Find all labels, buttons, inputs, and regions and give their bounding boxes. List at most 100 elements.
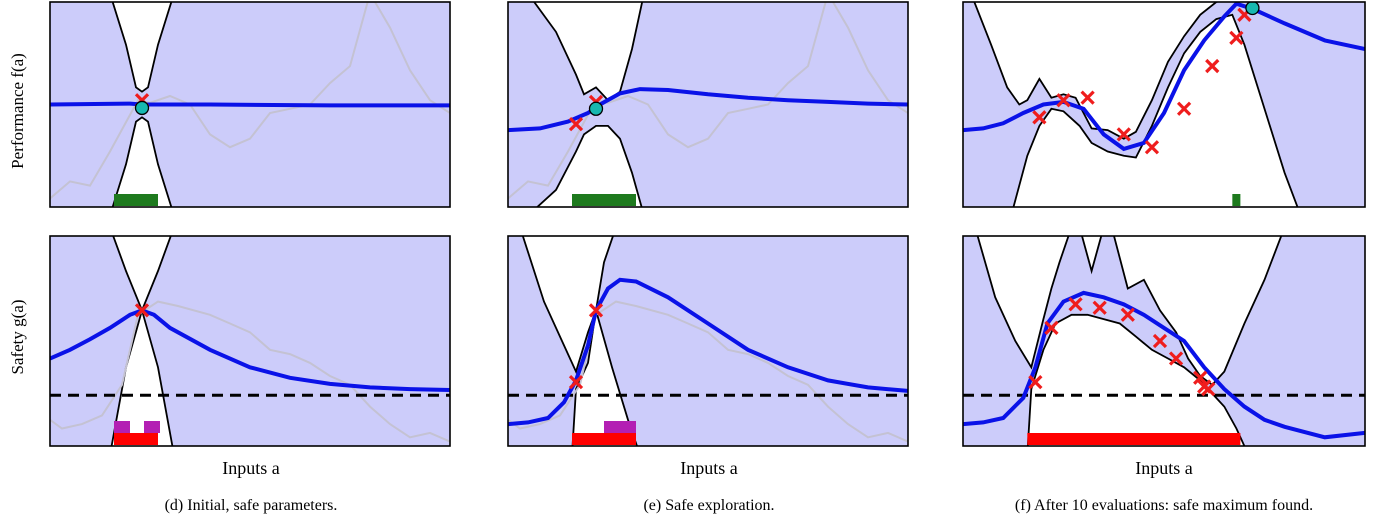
axes-frame bbox=[507, 235, 909, 447]
plot-area bbox=[50, 236, 450, 446]
observation-stroke bbox=[1068, 297, 1083, 312]
plot-area bbox=[508, 2, 908, 207]
xlabel-f: Inputs a bbox=[1135, 458, 1193, 478]
observation-stroke bbox=[1120, 307, 1135, 322]
observation-stroke bbox=[1080, 90, 1095, 105]
observation-marker bbox=[1032, 110, 1047, 125]
panel-d-safety bbox=[49, 235, 451, 447]
observation-stroke bbox=[1176, 101, 1192, 116]
safe-set-bar bbox=[1027, 433, 1241, 445]
true-function-line bbox=[50, 300, 450, 443]
true-function-line bbox=[508, 300, 908, 443]
band-upper-bound bbox=[976, 236, 1283, 387]
observation-marker bbox=[1068, 297, 1083, 312]
observation-stroke bbox=[1116, 127, 1131, 142]
observation-marker bbox=[568, 117, 584, 132]
confidence-band bbox=[508, 236, 908, 446]
observation-marker bbox=[134, 303, 150, 318]
confidence-band bbox=[963, 2, 1365, 207]
observation-marker bbox=[568, 374, 584, 390]
observation-marker bbox=[1056, 93, 1071, 108]
current-best-marker bbox=[134, 100, 150, 116]
expander-bar bbox=[144, 421, 160, 433]
panel-e-safety bbox=[507, 235, 909, 447]
plot-area bbox=[963, 236, 1365, 446]
observation-stroke bbox=[1168, 351, 1184, 366]
panel-e-performance bbox=[507, 1, 909, 208]
xlabel-d: Inputs a bbox=[222, 458, 280, 478]
band-upper-bound bbox=[111, 2, 173, 93]
axes-frame bbox=[49, 1, 451, 208]
observation-stroke bbox=[568, 374, 584, 390]
row-label-safety: Safety g(a) bbox=[8, 299, 27, 374]
true-function-line bbox=[50, 2, 450, 200]
observation-stroke bbox=[1201, 381, 1216, 397]
safe-set-bar bbox=[572, 433, 636, 445]
posterior-mean-line bbox=[50, 308, 450, 392]
safe-set-bar bbox=[114, 433, 158, 445]
safe-set-bar bbox=[572, 194, 636, 206]
observation-stroke bbox=[1056, 93, 1071, 108]
observation-marker bbox=[1152, 333, 1168, 349]
current-best-marker bbox=[1245, 2, 1260, 16]
observation-stroke bbox=[1092, 300, 1107, 315]
observation-marker bbox=[1092, 300, 1107, 315]
posterior-mean-line bbox=[50, 101, 450, 108]
panels bbox=[49, 1, 1366, 447]
observation-marker bbox=[1116, 127, 1131, 142]
observation-stroke bbox=[1152, 333, 1168, 349]
caption-d: (d) Initial, safe parameters. bbox=[165, 497, 338, 514]
observation-marker bbox=[1176, 101, 1192, 116]
observation-marker bbox=[588, 303, 604, 318]
observation-marker bbox=[1168, 351, 1184, 366]
observation-marker bbox=[1080, 90, 1095, 105]
band-lower-bound bbox=[1026, 313, 1246, 446]
panel-d-performance bbox=[49, 1, 451, 208]
caption-f: (f) After 10 evaluations: safe maximum f… bbox=[1015, 497, 1313, 514]
expander-bar bbox=[114, 421, 130, 433]
safe-set-bar bbox=[1232, 194, 1241, 206]
confidence-band bbox=[963, 236, 1365, 446]
observation-stroke bbox=[1229, 30, 1244, 46]
expander-bar bbox=[604, 421, 636, 433]
observation-marker bbox=[1201, 381, 1216, 397]
safe-set-bar bbox=[114, 194, 158, 206]
plot-area bbox=[963, 2, 1365, 207]
observation-marker bbox=[1120, 307, 1135, 322]
plot-area bbox=[508, 236, 908, 446]
observation-stroke bbox=[1028, 374, 1043, 390]
confidence-band bbox=[508, 2, 908, 207]
observation-marker bbox=[1229, 30, 1244, 46]
current-best-marker bbox=[588, 101, 604, 116]
observation-stroke bbox=[568, 117, 584, 132]
observation-stroke bbox=[1032, 110, 1047, 125]
observation-stroke bbox=[588, 303, 604, 318]
observation-stroke bbox=[134, 303, 150, 318]
panel-f-performance bbox=[962, 1, 1366, 208]
observation-marker bbox=[1193, 370, 1208, 385]
axes-frame bbox=[49, 235, 451, 447]
axes-frame bbox=[962, 1, 1366, 208]
row-label-performance: Performance f(a) bbox=[8, 53, 27, 169]
observation-marker bbox=[1044, 320, 1059, 336]
axes-frame bbox=[962, 235, 1366, 447]
observation-marker bbox=[1144, 140, 1160, 155]
band-upper-bound bbox=[521, 236, 614, 375]
observation-marker bbox=[1028, 374, 1043, 390]
plot-area bbox=[50, 2, 450, 207]
confidence-band bbox=[50, 2, 450, 207]
observation-marker bbox=[1205, 58, 1220, 74]
band-upper-bound bbox=[533, 2, 644, 102]
xlabel-e: Inputs a bbox=[680, 458, 738, 478]
posterior-mean-line bbox=[508, 277, 908, 427]
caption-e: (e) Safe exploration. bbox=[643, 497, 774, 514]
observation-stroke bbox=[1144, 140, 1160, 155]
observation-stroke bbox=[1205, 58, 1220, 74]
observation-stroke bbox=[1193, 370, 1208, 385]
band-lower-bound bbox=[535, 125, 643, 207]
true-function-line bbox=[508, 2, 908, 200]
axes-frame bbox=[507, 1, 909, 208]
panel-f-safety bbox=[962, 235, 1366, 447]
confidence-band bbox=[50, 236, 450, 446]
